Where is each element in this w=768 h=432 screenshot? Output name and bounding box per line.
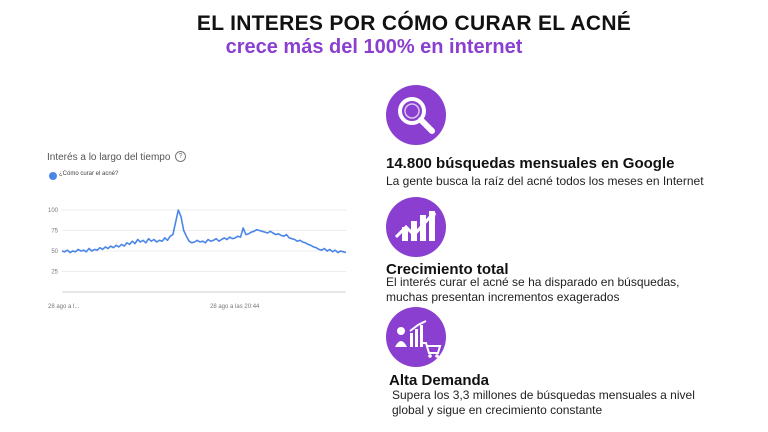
feature-1-icon-circle xyxy=(386,85,446,145)
feature-3-text: Supera los 3,3 millones de búsquedas men… xyxy=(392,388,695,418)
feature-3-line-2: global y sigue en crecimiento constante xyxy=(392,403,603,417)
feature-2-icon-circle xyxy=(386,197,446,257)
feature-2-text: El interés curar el acné se ha disparado… xyxy=(386,275,680,305)
feature-1-text: La gente busca la raíz del acné todos lo… xyxy=(386,174,704,189)
legend-marker xyxy=(49,172,57,180)
feature-2-line-1: El interés curar el acné se ha disparado… xyxy=(386,275,680,289)
feature-2-heading: Crecimiento total xyxy=(386,261,509,278)
headline-line1: EL INTERES POR CÓMO CURAR EL ACNÉ xyxy=(196,12,632,35)
feature-1-heading: 14.800 búsquedas mensuales en Google xyxy=(386,155,675,172)
feature-3-icon-circle xyxy=(386,307,446,367)
y-tick-label: 25 xyxy=(51,270,58,276)
feature-3-line-1: Supera los 3,3 millones de búsquedas men… xyxy=(392,388,695,402)
x-tick-label: 28 ago a l... xyxy=(48,304,80,310)
legend-label: ¿Cómo curar el acné? xyxy=(59,171,119,177)
x-tick-label: 28 ago a las 20:44 xyxy=(210,304,260,310)
series-line xyxy=(61,209,347,254)
trend-line-chart: 100 75 50 25 28 ago a l... 28 ago a las 20:44 xyxy=(48,208,347,310)
help-icon[interactable]: ? xyxy=(175,151,186,162)
shopping-demand-icon xyxy=(395,320,442,358)
feature-2-line-2: muchas presentan incrementos exagerados xyxy=(386,290,620,304)
chart-title: Interés a lo largo del tiempo xyxy=(47,152,171,163)
search-magnifier-icon xyxy=(398,97,435,134)
y-tick-label: 100 xyxy=(48,208,59,214)
feature-3-heading: Alta Demanda xyxy=(389,372,490,389)
y-tick-label: 75 xyxy=(51,229,58,235)
growth-chart-arrow-icon xyxy=(394,211,436,241)
y-tick-label: 50 xyxy=(51,249,58,255)
feature-1-line: La gente busca la raíz del acné todos lo… xyxy=(386,174,704,188)
headline-line2: crece más del 100% en internet xyxy=(225,36,523,58)
